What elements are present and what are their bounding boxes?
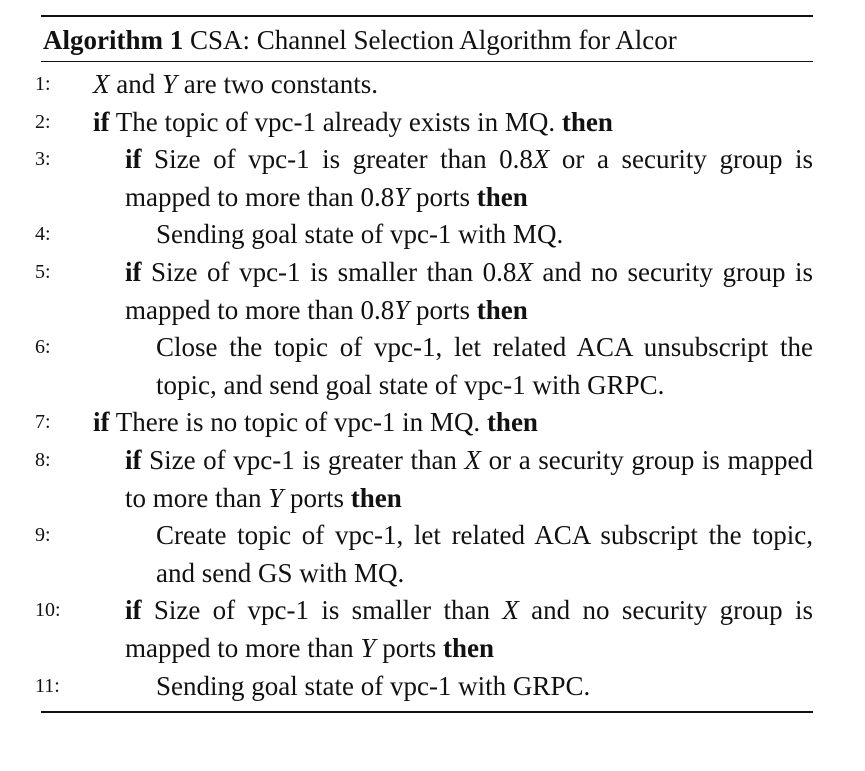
line-text: ports: [283, 482, 344, 513]
algorithm-line-11: 11: Sending goal state of vpc-1 with GRP…: [35, 668, 813, 706]
math-var-y: Y: [360, 632, 376, 663]
keyword-then: then: [442, 632, 494, 663]
algorithm-line-3: 3: if Size of vpc-1 is greater than 0.8X…: [35, 141, 814, 216]
line-text: Close the topic of vpc-1, let related AC…: [156, 332, 813, 400]
algorithm-line-10: 10: if Size of vpc-1 is smaller than X a…: [35, 592, 813, 667]
algorithm-line-5: 5: if Size of vpc-1 is smaller than 0.8X…: [35, 254, 813, 329]
line-text: and no security group is mapped to more …: [125, 256, 813, 325]
keyword-if: if: [93, 407, 110, 438]
keyword-if: if: [125, 256, 142, 287]
line-number: 3:: [35, 148, 51, 171]
line-number: 9:: [35, 524, 51, 547]
math-var-y: Y: [161, 69, 178, 99]
algorithm-caption: Algorithm 1 CSA: Channel Selection Algor…: [41, 17, 813, 61]
line-number: 4:: [35, 223, 51, 246]
algorithm-line-9: 9: Create topic of vpc-1, let related AC…: [35, 517, 813, 592]
line-text: The topic of vpc-1 already exists in MQ.: [115, 106, 556, 137]
keyword-then: then: [561, 106, 613, 137]
line-number: 5:: [35, 260, 51, 283]
line-text: or a security group is mapped to more th…: [125, 444, 813, 513]
math-var-y: Y: [268, 482, 284, 513]
line-text: ports: [409, 294, 470, 325]
line-text: Size of vpc-1 is greater than: [149, 444, 465, 475]
math-var-y: Y: [394, 181, 410, 212]
caption-rule: [41, 61, 813, 62]
line-text: ports: [409, 181, 470, 212]
line-number: 10:: [35, 599, 61, 622]
math-coef: 0.8: [360, 294, 395, 325]
line-text: Sending goal state of vpc-1 with GRPC.: [156, 670, 591, 701]
line-number: 1:: [35, 73, 51, 95]
algorithm-line-2: 2: if The topic of vpc-1 already exists …: [35, 104, 813, 142]
algorithm-body: 1: X and Y are two constants. 2: if The …: [35, 62, 814, 706]
line-number: 8:: [35, 448, 51, 471]
algorithm-line-8: 8: if Size of vpc-1 is greater than X or…: [35, 442, 813, 517]
line-number: 11:: [35, 674, 60, 697]
algorithm-title: CSA: Channel Selection Algorithm for Alc…: [189, 25, 677, 55]
keyword-then: then: [476, 181, 528, 212]
line-text: are two constants.: [177, 69, 378, 99]
line-text: and: [109, 69, 162, 99]
line-number: 2:: [35, 110, 51, 133]
math-var-x: X: [464, 444, 482, 475]
algorithm-line-4: 4: Sending goal state of vpc-1 with MQ.: [35, 216, 813, 254]
line-text: or a security group is mapped to more th…: [125, 144, 814, 212]
line-text: and no security group is mapped to more …: [125, 595, 813, 663]
line-number: 7:: [35, 411, 51, 434]
top-rule: [41, 15, 813, 17]
math-var-x: X: [532, 144, 550, 175]
keyword-if: if: [125, 444, 142, 475]
keyword-then: then: [486, 407, 538, 438]
line-text: Size of vpc-1 is smaller than: [153, 595, 503, 626]
math-coef: 0.8: [499, 144, 533, 175]
line-text: Sending goal state of vpc-1 with MQ.: [156, 219, 564, 250]
line-text: Size of vpc-1 is greater than: [154, 144, 500, 175]
algorithm-line-6: 6: Close the topic of vpc-1, let related…: [35, 329, 813, 404]
line-text: There is no topic of vpc-1 in MQ.: [115, 407, 481, 438]
line-text: ports: [375, 632, 437, 663]
keyword-then: then: [350, 482, 402, 513]
line-text: Create topic of vpc-1, let related ACA s…: [156, 520, 813, 588]
math-coef: 0.8: [482, 256, 517, 287]
algorithm-line-1: 1: X and Y are two constants.: [35, 66, 813, 104]
line-text: Size of vpc-1 is smaller than: [151, 256, 483, 287]
keyword-if: if: [93, 106, 110, 137]
algorithm-box: Algorithm 1 CSA: Channel Selection Algor…: [35, 15, 814, 714]
math-var-x: X: [93, 69, 110, 99]
algorithm-label: Algorithm 1: [43, 25, 184, 55]
math-coef: 0.8: [360, 181, 395, 212]
math-var-x: X: [516, 256, 533, 287]
math-var-x: X: [502, 595, 519, 626]
line-number: 6:: [35, 336, 51, 359]
algorithm-line-7: 7: if There is no topic of vpc-1 in MQ. …: [35, 404, 813, 442]
math-var-y: Y: [394, 294, 410, 325]
keyword-if: if: [125, 595, 142, 626]
bottom-rule: [41, 711, 813, 714]
keyword-if: if: [125, 144, 142, 175]
keyword-then: then: [476, 294, 528, 325]
